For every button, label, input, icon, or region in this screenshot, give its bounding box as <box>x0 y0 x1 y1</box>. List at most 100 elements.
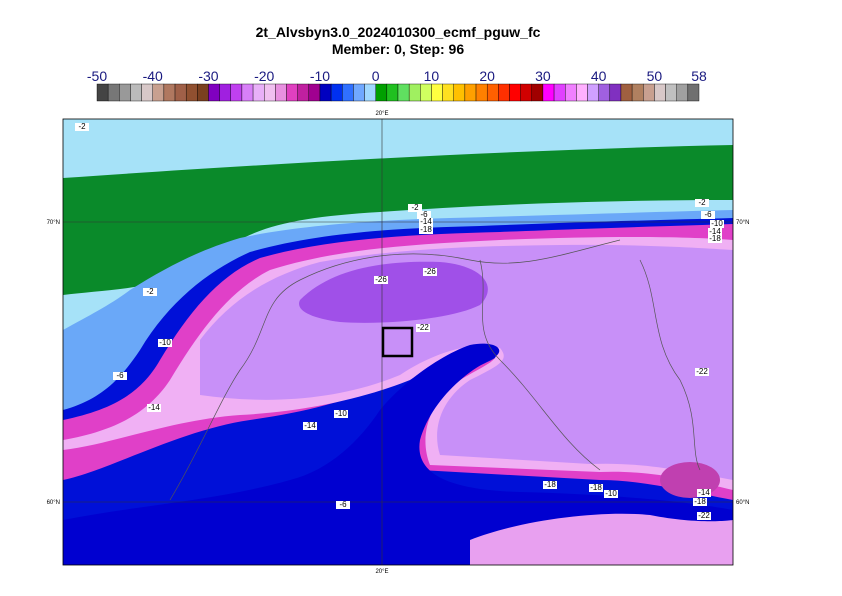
contour-label: -2 <box>78 122 86 131</box>
colorbar-swatch <box>308 83 321 102</box>
colorbar-swatch <box>620 83 633 102</box>
contour-label-box <box>113 372 127 380</box>
contour-label: -6 <box>420 210 428 219</box>
colorbar-tick-label: 20 <box>479 68 495 84</box>
colorbar-swatch <box>163 83 176 102</box>
contour-label: -14 <box>148 403 160 412</box>
contour-label: -2 <box>411 203 419 212</box>
colorbar-swatch <box>464 83 477 102</box>
colorbar-swatch <box>152 83 165 102</box>
colorbar-swatch <box>687 83 700 102</box>
contour-label-box <box>697 489 711 497</box>
contour-label-box <box>701 211 715 219</box>
contour-label: -10 <box>605 489 617 498</box>
lat-label: 60°N <box>736 500 749 506</box>
contour-label-box <box>374 276 388 284</box>
contour-label-box <box>147 404 161 412</box>
contour-label: -26 <box>375 275 387 284</box>
contour-label: -22 <box>696 367 708 376</box>
contour-label-box <box>695 368 709 376</box>
colorbar-swatch <box>297 83 310 102</box>
colorbar-swatch <box>397 83 410 102</box>
colorbar-swatch <box>230 83 243 102</box>
colorbar-swatch <box>264 83 276 102</box>
colorbar-swatch <box>174 83 187 102</box>
contour-label: -22 <box>698 511 710 520</box>
contour-label-box <box>158 339 172 347</box>
colorbar-swatch <box>665 83 677 102</box>
colorbar-swatch <box>486 83 499 102</box>
contour-label: -18 <box>544 480 556 489</box>
colorbar-swatch <box>676 83 689 102</box>
contour-label-box <box>708 235 722 243</box>
contour-label: -18 <box>590 483 602 492</box>
colorbar-swatch <box>130 83 142 102</box>
contour-label: -14 <box>304 421 316 430</box>
colorbar-swatch <box>96 83 109 102</box>
colorbar-tick-label: 50 <box>647 68 663 84</box>
lat-label: 60°N <box>47 500 60 506</box>
contour-label-box <box>334 410 348 418</box>
colorbar-swatch <box>520 83 532 102</box>
contour-label-box <box>75 123 89 131</box>
colorbar-swatch <box>509 83 521 102</box>
colorbar-tick-label: -50 <box>87 68 107 84</box>
colorbar-swatch <box>654 83 666 102</box>
contour-label-box <box>708 228 722 236</box>
contour-label: -10 <box>711 219 723 228</box>
colorbar-swatch <box>275 83 287 102</box>
contour-label-box <box>710 220 724 228</box>
contour-label: -10 <box>159 338 171 347</box>
colorbar-swatch <box>330 83 343 102</box>
contour-label-box <box>419 226 433 234</box>
colorbar-swatch <box>631 83 644 102</box>
colorbar-swatch <box>598 83 611 102</box>
title: 2t_Alvsbyn3.0_2024010300_ecmf_pguw_fc <box>256 24 541 40</box>
subtitle: Member: 0, Step: 96 <box>332 41 464 57</box>
contour-label-box <box>419 218 433 226</box>
colorbar-swatch <box>643 83 655 102</box>
lon-label: 20°E <box>375 111 388 117</box>
contour-label: -6 <box>704 210 712 219</box>
colorbar-swatch <box>219 83 231 102</box>
contour-label: -18 <box>709 234 721 243</box>
contour-label-box <box>604 490 618 498</box>
colorbar-swatch <box>442 83 454 102</box>
contour-label: -22 <box>417 323 429 332</box>
contour-label: -14 <box>709 227 721 236</box>
contour-label-box <box>416 324 430 332</box>
colorbar-swatch <box>386 83 399 102</box>
contour-label: -2 <box>146 287 154 296</box>
contour-label-box <box>143 288 157 296</box>
colorbar-swatch <box>553 83 566 102</box>
colorbar-swatch <box>185 83 198 102</box>
colorbar-tick-label: -40 <box>143 68 163 84</box>
colorbar-tick-label: 10 <box>424 68 440 84</box>
colorbar-tick-label: -30 <box>198 68 218 84</box>
contour-label: -14 <box>698 488 710 497</box>
contour-label-box <box>417 211 431 219</box>
contour-label-box <box>423 268 437 276</box>
colorbar-swatch <box>375 83 388 102</box>
colorbar: -50 -40 -30 -20 -10 0 10 20 30 40 50 58 <box>87 68 707 102</box>
colorbar-swatch <box>475 83 488 102</box>
contour-label-box <box>543 481 557 489</box>
colorbar-swatch <box>542 83 555 102</box>
colorbar-swatch <box>498 83 510 102</box>
colorbar-tick-label: 58 <box>691 68 707 84</box>
colorbar-swatch <box>453 83 466 102</box>
contour-label: -14 <box>420 217 432 226</box>
colorbar-swatch <box>107 83 120 102</box>
colorbar-swatch <box>319 83 332 102</box>
colorbar-tick-label: -20 <box>254 68 274 84</box>
contour-label-box <box>408 204 422 212</box>
colorbar-swatch <box>609 83 622 102</box>
map: -2-2-6-14-18-2-6-10-14-18-2-10-6-14-26-2… <box>63 119 733 565</box>
colorbar-swatch <box>241 83 254 102</box>
colorbar-swatch <box>364 83 376 102</box>
colorbar-swatch <box>531 83 544 102</box>
contour-label: -2 <box>698 198 706 207</box>
colorbar-swatch <box>141 83 153 102</box>
colorbar-swatch <box>431 83 443 102</box>
